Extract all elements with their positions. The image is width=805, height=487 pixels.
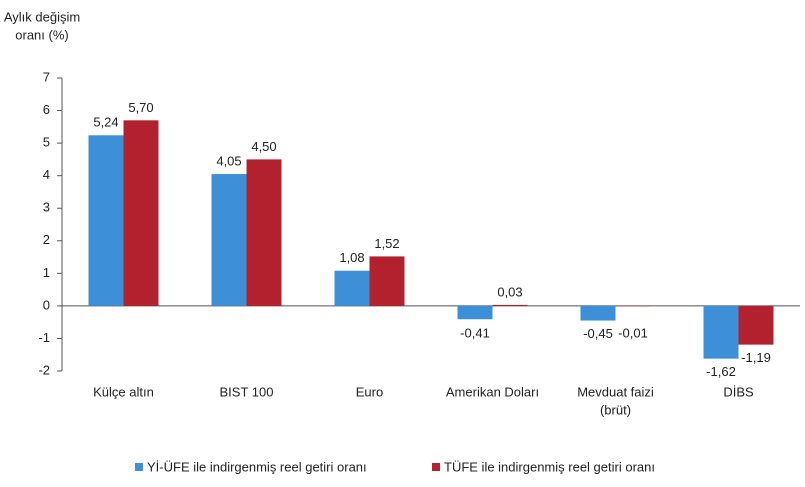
bar [211, 174, 247, 306]
y-axis-label: oranı (%) [15, 27, 68, 42]
bar [88, 135, 124, 306]
x-tick-label: DİBS [723, 384, 754, 399]
x-tick-label: Euro [356, 384, 383, 399]
legend-label: Yİ-ÜFE ile indirgenmiş reel getiri oranı [147, 459, 367, 474]
y-tick-label: 1 [43, 265, 50, 280]
y-tick-label: -2 [38, 362, 50, 377]
y-tick-label: 0 [43, 297, 50, 312]
y-tick-label: 5 [43, 135, 50, 150]
bar [334, 270, 370, 306]
y-tick-label: 4 [43, 167, 50, 182]
value-label: -1,19 [741, 350, 771, 365]
x-tick-label: Külçe altın [93, 384, 154, 399]
bar [123, 120, 159, 306]
y-tick-label: -1 [38, 330, 50, 345]
value-label: -0,41 [460, 325, 490, 340]
bar [369, 256, 405, 306]
y-tick-label: 6 [43, 102, 50, 117]
x-tick-label: Amerikan Doları [446, 384, 539, 399]
y-tick-label: 7 [43, 69, 50, 84]
value-label: -0,01 [618, 325, 648, 340]
y-axis-label: Aylık değişim [4, 9, 80, 24]
value-label: 5,24 [93, 115, 118, 130]
bar [492, 304, 528, 306]
value-label: -1,62 [706, 364, 736, 379]
y-tick-label: 3 [43, 200, 50, 215]
value-label: 5,70 [128, 100, 153, 115]
bar [580, 305, 616, 321]
x-tick-label: BIST 100 [220, 384, 274, 399]
bar [738, 305, 774, 345]
value-label: 0,03 [497, 284, 522, 299]
bar [703, 305, 739, 359]
value-label: -0,45 [583, 326, 613, 341]
y-tick-label: 2 [43, 232, 50, 247]
legend-swatch [432, 463, 440, 471]
value-label: 4,50 [251, 139, 276, 154]
value-label: 4,05 [216, 153, 241, 168]
value-label: 1,08 [339, 250, 364, 265]
value-label: 1,52 [374, 236, 399, 251]
legend-swatch [135, 463, 143, 471]
legend-label: TÜFE ile indirgenmiş reel getiri oranı [444, 459, 655, 474]
x-tick-label: Mevduat faizi [577, 384, 654, 399]
bar [457, 305, 493, 320]
bar [246, 159, 282, 306]
x-tick-label: (brüt) [600, 402, 631, 417]
